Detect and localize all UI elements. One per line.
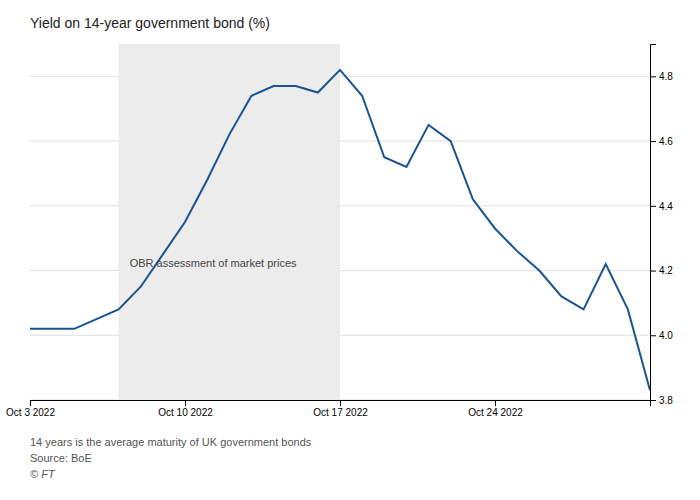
y-tick-mark — [650, 206, 656, 207]
y-tick: 4.8 — [650, 71, 673, 82]
x-tick: Oct 10 2022 — [158, 400, 213, 418]
y-axis-line — [651, 45, 657, 401]
y-tick-label: 4.6 — [659, 136, 673, 147]
y-tick: 4.4 — [650, 201, 673, 212]
y-tick: 4.0 — [650, 330, 673, 341]
y-tick-mark — [650, 141, 656, 142]
x-axis: Oct 3 2022 Oct 10 2022 Oct 17 2022 Oct 24 2… — [6, 400, 650, 418]
footnote: © FT — [30, 468, 56, 480]
shaded-region — [119, 44, 340, 400]
line — [30, 70, 650, 390]
y-tick-label: 3.8 — [659, 395, 673, 406]
x-tick: Oct 17 2022 — [313, 400, 368, 418]
y-tick: 3.8 — [650, 395, 673, 406]
x-tick: Oct 24 2022 — [468, 400, 523, 418]
x-tick-label: Oct 24 2022 — [468, 407, 523, 418]
plot-area — [30, 44, 650, 400]
footnote: 14 years is the average maturity of UK g… — [30, 436, 312, 448]
y-tick: 4.6 — [650, 136, 673, 147]
y-tick-label: 4.4 — [659, 201, 673, 212]
y-tick-label: 4.8 — [659, 71, 673, 82]
x-axis-line — [31, 401, 651, 407]
x-tick-mark — [495, 400, 496, 406]
y-tick-mark — [650, 271, 656, 272]
footnote: Source: BoE — [30, 452, 92, 464]
y-axis: 3.8 4.0 4.2 4.4 4.6 4.8 — [650, 45, 673, 406]
y-tick-label: 4.2 — [659, 265, 673, 276]
y-tick-mark — [650, 76, 656, 77]
x-tick-mark — [340, 400, 341, 406]
y-tick-mark — [650, 400, 656, 401]
x-tick-label: Oct 10 2022 — [158, 407, 213, 418]
y-tick: 4.2 — [650, 265, 673, 276]
chart: Oct 3 2022 Oct 10 2022 Oct 17 2022 Oct 24 2… — [0, 0, 700, 500]
y-tick-mark — [650, 335, 656, 336]
x-tick: Oct 3 2022 — [6, 400, 55, 418]
x-tick-mark — [30, 400, 31, 406]
annotation: OBR assessment of market prices — [130, 257, 297, 269]
y-tick-label: 4.0 — [659, 330, 673, 341]
x-tick-label: Oct 17 2022 — [313, 407, 368, 418]
title: Yield on 14-year government bond (%) — [30, 15, 270, 31]
x-tick-mark — [185, 400, 186, 406]
x-tick-label: Oct 3 2022 — [6, 407, 55, 418]
